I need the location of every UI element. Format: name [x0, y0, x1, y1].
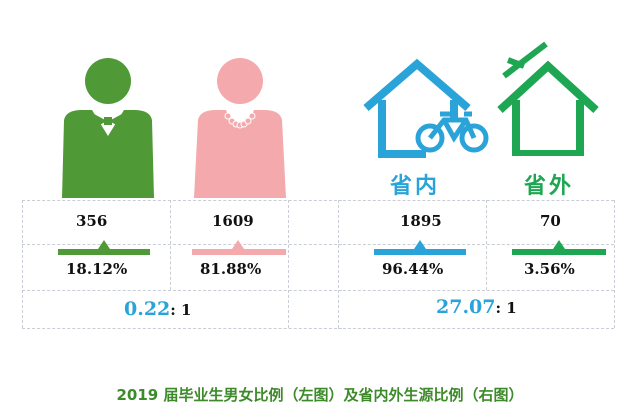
house-with-airplane-icon — [497, 41, 599, 156]
out-province-label: 省外 — [524, 174, 575, 199]
in-province-label: 省内 — [390, 174, 441, 199]
female-percent: 81.88% — [200, 260, 262, 278]
chart-caption: 2019 届毕业生男女比例（左图）及省内外生源比例（右图） — [116, 386, 524, 404]
grid-row2-right — [338, 290, 614, 291]
grid-mid-right — [338, 244, 614, 245]
grid-v4 — [338, 200, 339, 328]
gender-ratio: 0.22: 1 — [124, 298, 191, 320]
origin-ratio-value: 27.07 — [436, 296, 496, 318]
woman-figure-icon — [194, 58, 286, 198]
grid-v5 — [486, 200, 487, 290]
male-bar-marker — [98, 240, 110, 249]
origin-ratio-suffix: : 1 — [495, 299, 517, 317]
out-province-bar-marker — [553, 240, 565, 249]
in-province-count: 1895 — [400, 212, 442, 230]
grid-v1 — [22, 200, 23, 328]
man-figure-icon — [62, 58, 154, 198]
gender-ratio-suffix: : 1 — [170, 301, 192, 319]
in-province-bar — [374, 249, 466, 255]
out-province-count: 70 — [540, 212, 561, 230]
grid-top-left — [22, 200, 342, 201]
grid-v6 — [614, 200, 615, 328]
grid-bottom-left — [22, 328, 342, 329]
origin-ratio: 27.07: 1 — [436, 296, 517, 318]
grid-v2 — [170, 200, 171, 290]
female-bar-marker — [232, 240, 244, 249]
male-bar — [58, 249, 150, 255]
out-province-bar — [512, 249, 606, 255]
grid-top-right — [338, 200, 614, 201]
in-province-percent: 96.44% — [382, 260, 444, 278]
house-with-bicycle-icon — [363, 58, 489, 158]
in-province-bar-marker — [414, 240, 426, 249]
male-count: 356 — [76, 212, 108, 230]
grid-row2-left — [22, 290, 342, 291]
male-percent: 18.12% — [66, 260, 128, 278]
grid-mid-left — [22, 244, 342, 245]
female-count: 1609 — [212, 212, 254, 230]
grid-v3 — [288, 200, 289, 328]
gender-ratio-value: 0.22 — [124, 298, 171, 320]
out-province-percent: 3.56% — [524, 260, 575, 278]
grid-bottom-right — [338, 328, 614, 329]
female-bar — [192, 249, 286, 255]
